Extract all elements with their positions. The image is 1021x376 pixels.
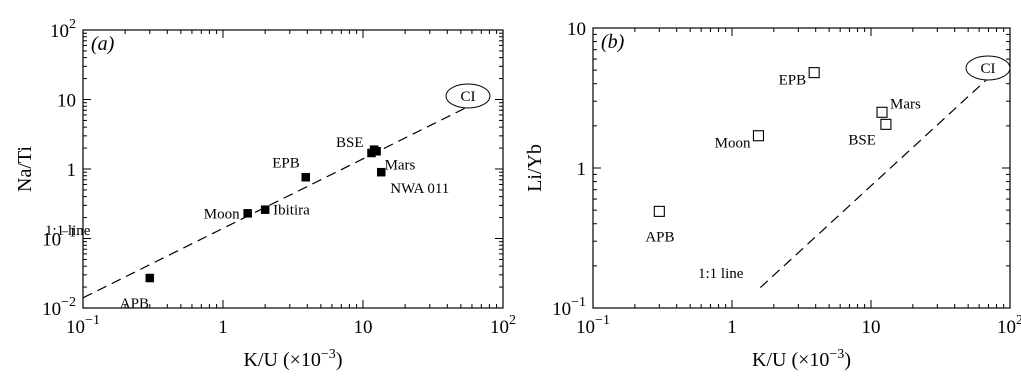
ci-label: CI <box>461 89 476 105</box>
y-tick-label: 1 <box>67 160 77 181</box>
reference-line <box>82 99 482 299</box>
point-label: BSE <box>336 135 364 151</box>
data-point <box>301 173 310 182</box>
reference-line <box>759 77 989 288</box>
y-axis-label: Na/Ti <box>14 146 36 192</box>
y-tick-label: 10−2 <box>42 295 76 320</box>
data-point <box>372 147 381 156</box>
ci-label: CI <box>981 61 996 77</box>
y-tick-label: 102 <box>50 17 76 42</box>
point-label: APB <box>645 229 674 245</box>
data-point <box>145 273 155 283</box>
point-label: BSE <box>848 132 876 148</box>
data-point <box>260 205 270 214</box>
ci-ellipse <box>965 55 1011 81</box>
data-point <box>876 106 888 118</box>
y-tick-label: 1 <box>577 159 587 180</box>
x-axis-label: K/U (×10−3) <box>244 347 343 371</box>
y-tick-label: 10 <box>57 91 76 112</box>
reference-line-label: 1:1 line <box>698 266 744 282</box>
point-label: Moon <box>715 136 751 152</box>
x-tick-label: 10 <box>862 317 881 338</box>
data-point <box>880 118 892 130</box>
data-point <box>243 209 252 218</box>
point-label: Ibitira <box>273 203 310 219</box>
point-label: EPB <box>779 73 807 89</box>
y-tick-label: 10 <box>567 19 586 40</box>
reference-line-label: 1:1 line <box>45 223 91 239</box>
x-tick-label: 10−1 <box>576 313 610 338</box>
y-tick-label: 10−1 <box>552 295 586 320</box>
point-label: Moon <box>204 206 240 222</box>
x-tick-label: 1 <box>727 317 737 338</box>
x-tick-label: 102 <box>997 313 1021 338</box>
point-label: APB <box>120 296 149 312</box>
data-point <box>653 205 665 217</box>
data-point <box>752 130 765 142</box>
data-point <box>376 167 386 177</box>
point-label: Mars <box>385 157 416 173</box>
ci-ellipse <box>445 83 491 109</box>
y-axis-label: Li/Yb <box>524 144 546 192</box>
plot-frame <box>592 27 1011 309</box>
y-tick-label: 10−1 <box>42 226 76 251</box>
x-axis-label: K/U (×10−3) <box>752 347 851 371</box>
point-label: EPB <box>272 155 300 171</box>
point-label: Mars <box>890 96 921 112</box>
panel-label: (a) <box>91 33 115 55</box>
point-label: NWA 011 <box>390 181 449 197</box>
x-tick-label: 10−1 <box>66 313 100 338</box>
x-tick-label: 1 <box>218 317 228 338</box>
x-tick-label: 102 <box>490 313 516 338</box>
data-point <box>808 67 820 79</box>
panel-label: (b) <box>601 31 625 53</box>
x-tick-label: 10 <box>354 317 373 338</box>
